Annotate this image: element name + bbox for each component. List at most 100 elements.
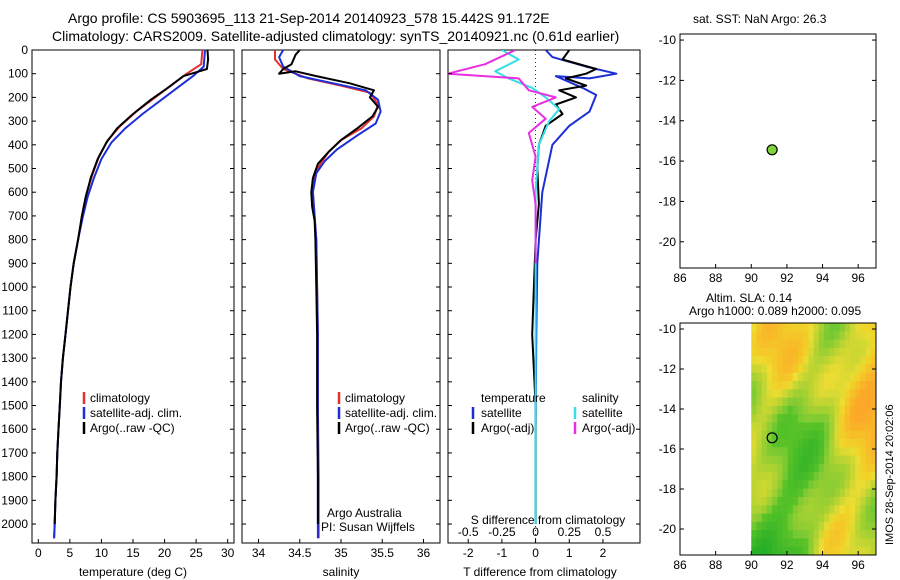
sla-heat-cell [850,538,856,548]
legend-label-s-satellite: satellite [582,406,623,420]
sla-heat-cell [803,472,810,482]
lon-tick-label: 94 [816,558,830,572]
sla-heat-cell [834,439,841,448]
sla-heat-cell [782,389,789,399]
sla-heat-cell [824,521,830,531]
sla-heat-cell [855,513,862,523]
sla-heat-cell [803,530,810,540]
sla-heat-cell [860,405,867,415]
sla-heat-cell [818,414,825,424]
figure-title-line-2: Climatology: CARS2009. Satellite-adjuste… [52,28,620,44]
sla-map-title-line-2: Argo h1000: 0.089 h2000: 0.095 [689,304,862,318]
sla-heat-cell [751,447,758,457]
sla-heat-cell [756,488,763,498]
sla-heat-cell [777,331,784,341]
sla-heat-cell [839,497,846,506]
depth-tick-label: 1200 [1,327,28,341]
legend-label-climatology: climatology [345,391,405,405]
lon-tick-label: 90 [745,558,759,572]
sla-heat-cell [766,356,773,366]
lat-tick-label: -16 [659,154,677,168]
sla-heat-cell [865,439,872,448]
argo-float-location [766,432,778,444]
sla-heat-cell [813,356,820,366]
depth-tick-label: 1800 [1,470,28,484]
sla-heat-cell [865,505,872,515]
sla-heat-cell [803,422,810,432]
sla-heat-cell [782,546,789,555]
sla-heat-cell [803,389,810,399]
sla-heat-cell [772,339,778,349]
sla-heat-cell [761,513,768,523]
sla-heat-cell [860,389,867,399]
series-salinity-satellite [494,50,561,524]
sla-heat-cell [850,546,856,555]
sla-heat-cell [844,488,851,498]
sla-heat-cell [813,381,820,390]
sla-heat-cell [766,513,773,523]
sla-heat-cell [782,405,789,415]
sla-heat-cell [803,430,810,440]
sla-heat-cell [803,521,810,531]
sla-heat-cell [751,356,758,366]
sla-heat-cell [787,422,794,432]
sla-heat-cell [787,505,794,515]
series-argo-raw-qc [53,50,210,525]
sla-heat-cell [766,480,773,490]
sla-heat-cell [844,505,851,515]
sla-heat-cell [850,389,856,399]
sla-heat-cell [834,347,841,357]
sla-heat-cell [839,381,846,390]
sla-heat-cell [756,455,763,465]
sla-heat-cell [829,439,836,448]
sla-heat-cell [824,414,830,424]
sla-heat-cell [855,488,862,498]
sla-heat-cell [839,339,846,349]
sla-heat-cell [782,447,789,457]
sla-heat-cell [834,530,841,540]
sla-heat-cell [850,405,856,415]
sla-heat-cell [860,356,867,366]
sla-heat-cell [756,530,763,540]
sla-heat-cell [772,356,778,366]
sla-heat-cell [792,521,799,531]
sla-heat-cell [803,546,810,555]
sla-heat-cell [813,430,820,440]
sla-heat-cell [860,364,867,374]
sla-heat-cell [772,364,778,374]
sla-heat-cell [803,455,810,465]
sla-heat-cell [829,430,836,440]
sla-heat-cell [865,513,872,523]
sla-heat-cell [860,414,867,424]
sla-heat-cell [766,389,773,399]
lat-tick-label: -18 [659,482,677,496]
sla-heat-cell [829,521,836,531]
sla-heat-cell [798,455,804,465]
sla-heat-cell [792,347,799,357]
sla-heat-cell [834,521,841,531]
sla-heat-cell [839,538,846,548]
depth-tick-label: 600 [8,185,28,199]
sla-heat-cell [777,364,784,374]
sla-heat-cell [792,339,799,349]
legend-label-argo: Argo(..raw -QC) [345,421,430,435]
sla-heat-cell [787,472,794,482]
sla-heat-cell [834,505,841,515]
sla-heat-cell [824,405,830,415]
sla-heat-cell [803,405,810,415]
sla-heat-cell [870,381,876,390]
sla-heat-cell [818,488,825,498]
sla-heat-cell [829,364,836,374]
sla-heat-cell [766,488,773,498]
sla-heat-cell [860,505,867,515]
sla-heat-cell [818,530,825,540]
sla-heat-cell [865,472,872,482]
sla-heat-cell [824,447,830,457]
sla-heat-cell [824,422,830,432]
sla-heat-cell [870,513,876,523]
sla-heat-cell [824,439,830,448]
lon-tick-label: 92 [780,271,794,285]
pi-annotation: PI: Susan Wijffels [321,520,415,534]
depth-tick-label: 400 [8,138,28,152]
sla-heat-cell [756,414,763,424]
